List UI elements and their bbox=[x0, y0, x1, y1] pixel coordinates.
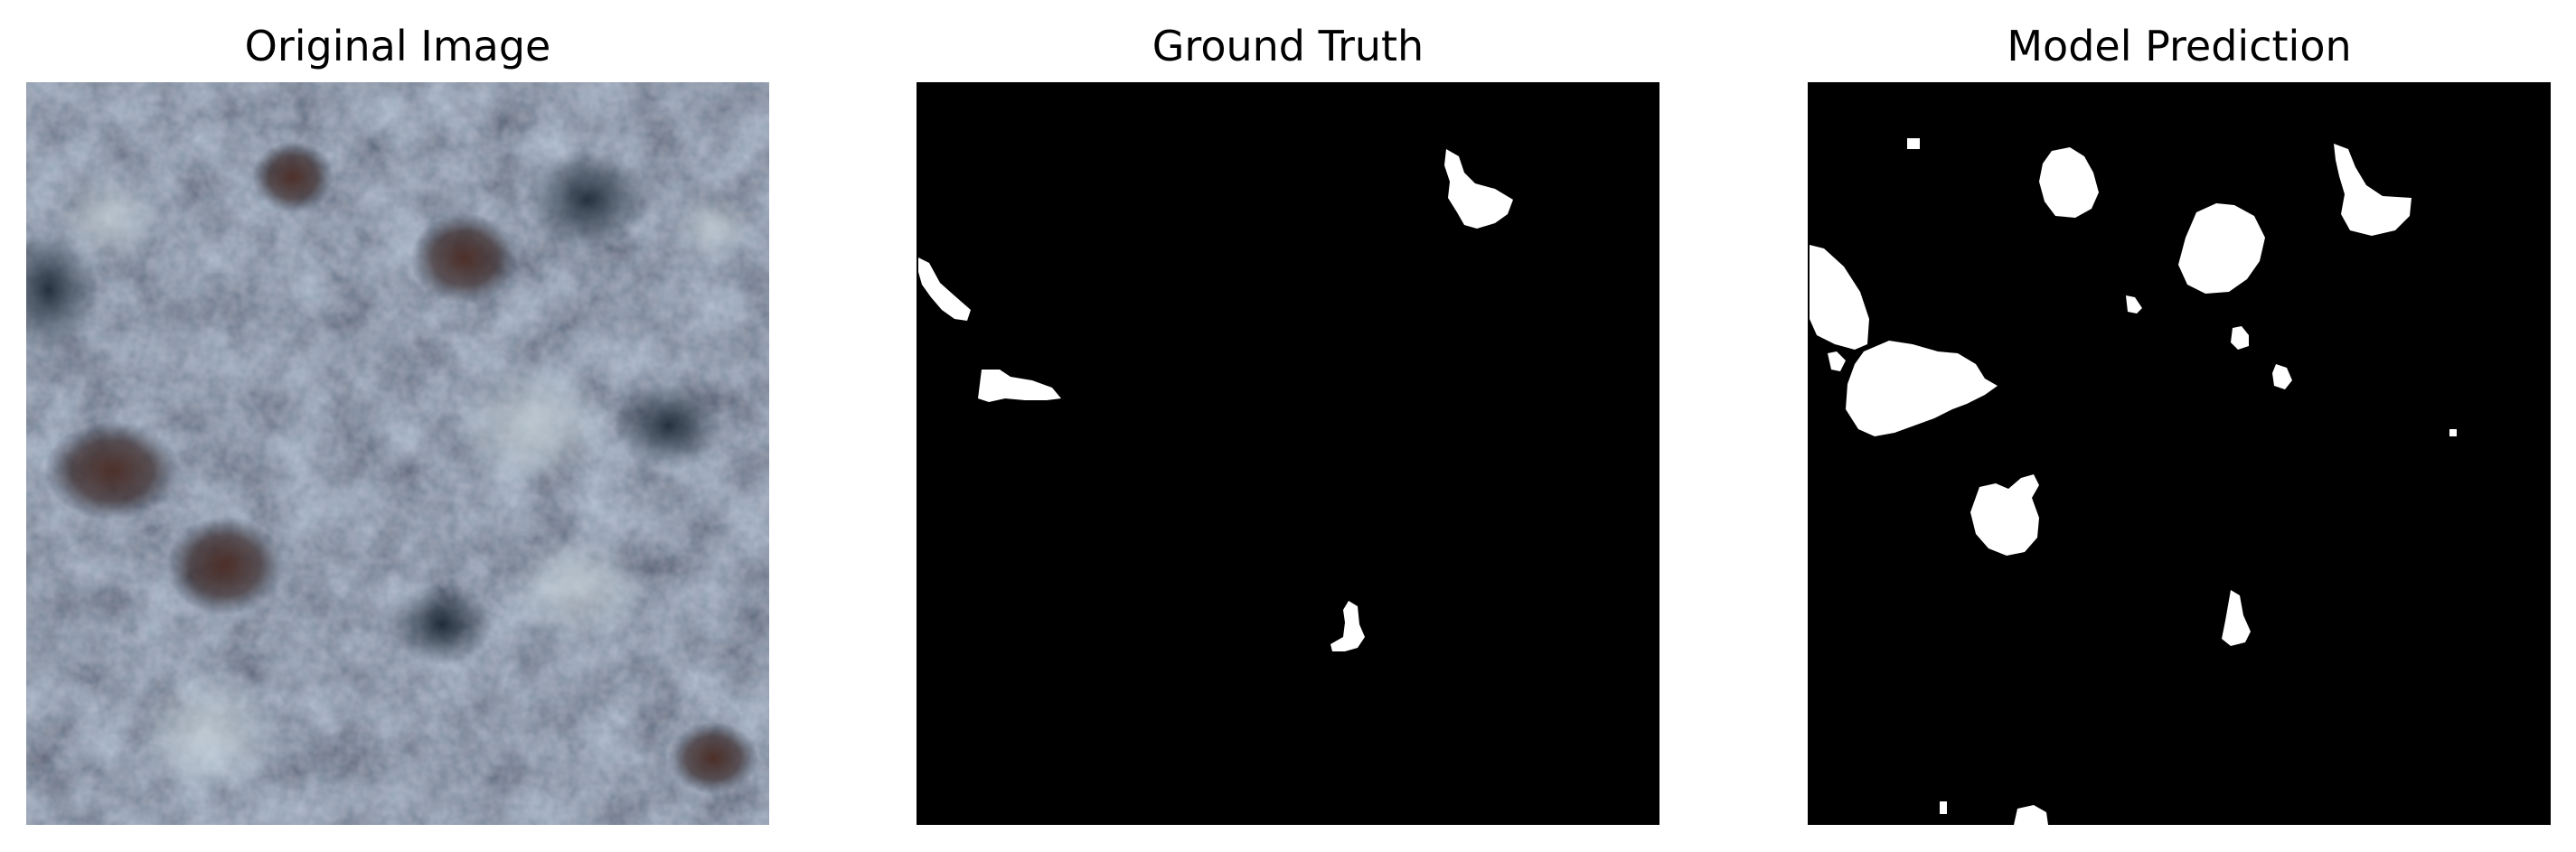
original-image bbox=[26, 82, 769, 825]
pred-blob bbox=[2272, 364, 2292, 389]
pred-blob bbox=[2126, 295, 2142, 314]
pred-blob bbox=[1828, 351, 1846, 371]
model-prediction-title: Model Prediction bbox=[2007, 22, 2352, 70]
gt-blob bbox=[978, 370, 1061, 402]
pred-blob bbox=[1940, 801, 1947, 814]
pred-blob bbox=[2178, 203, 2265, 294]
gt-blob bbox=[1444, 149, 1513, 229]
gt-blob bbox=[918, 257, 971, 321]
ground-truth-title: Ground Truth bbox=[1152, 22, 1424, 70]
gt-blob bbox=[1330, 601, 1365, 651]
pred-blob bbox=[2222, 590, 2251, 646]
pred-blob bbox=[1846, 341, 1998, 436]
pred-blob bbox=[2334, 144, 2411, 236]
pred-blob bbox=[2014, 805, 2048, 825]
pred-blob bbox=[1810, 245, 1869, 350]
pred-blob bbox=[2231, 326, 2249, 350]
pred-blob bbox=[1970, 474, 2039, 556]
model-prediction-mask bbox=[1808, 82, 2551, 825]
pred-blob bbox=[2449, 429, 2457, 436]
original-image-title: Original Image bbox=[244, 22, 551, 70]
pred-blob bbox=[1907, 138, 1920, 149]
pred-blob bbox=[2039, 147, 2099, 218]
ground-truth-mask bbox=[917, 82, 1659, 825]
